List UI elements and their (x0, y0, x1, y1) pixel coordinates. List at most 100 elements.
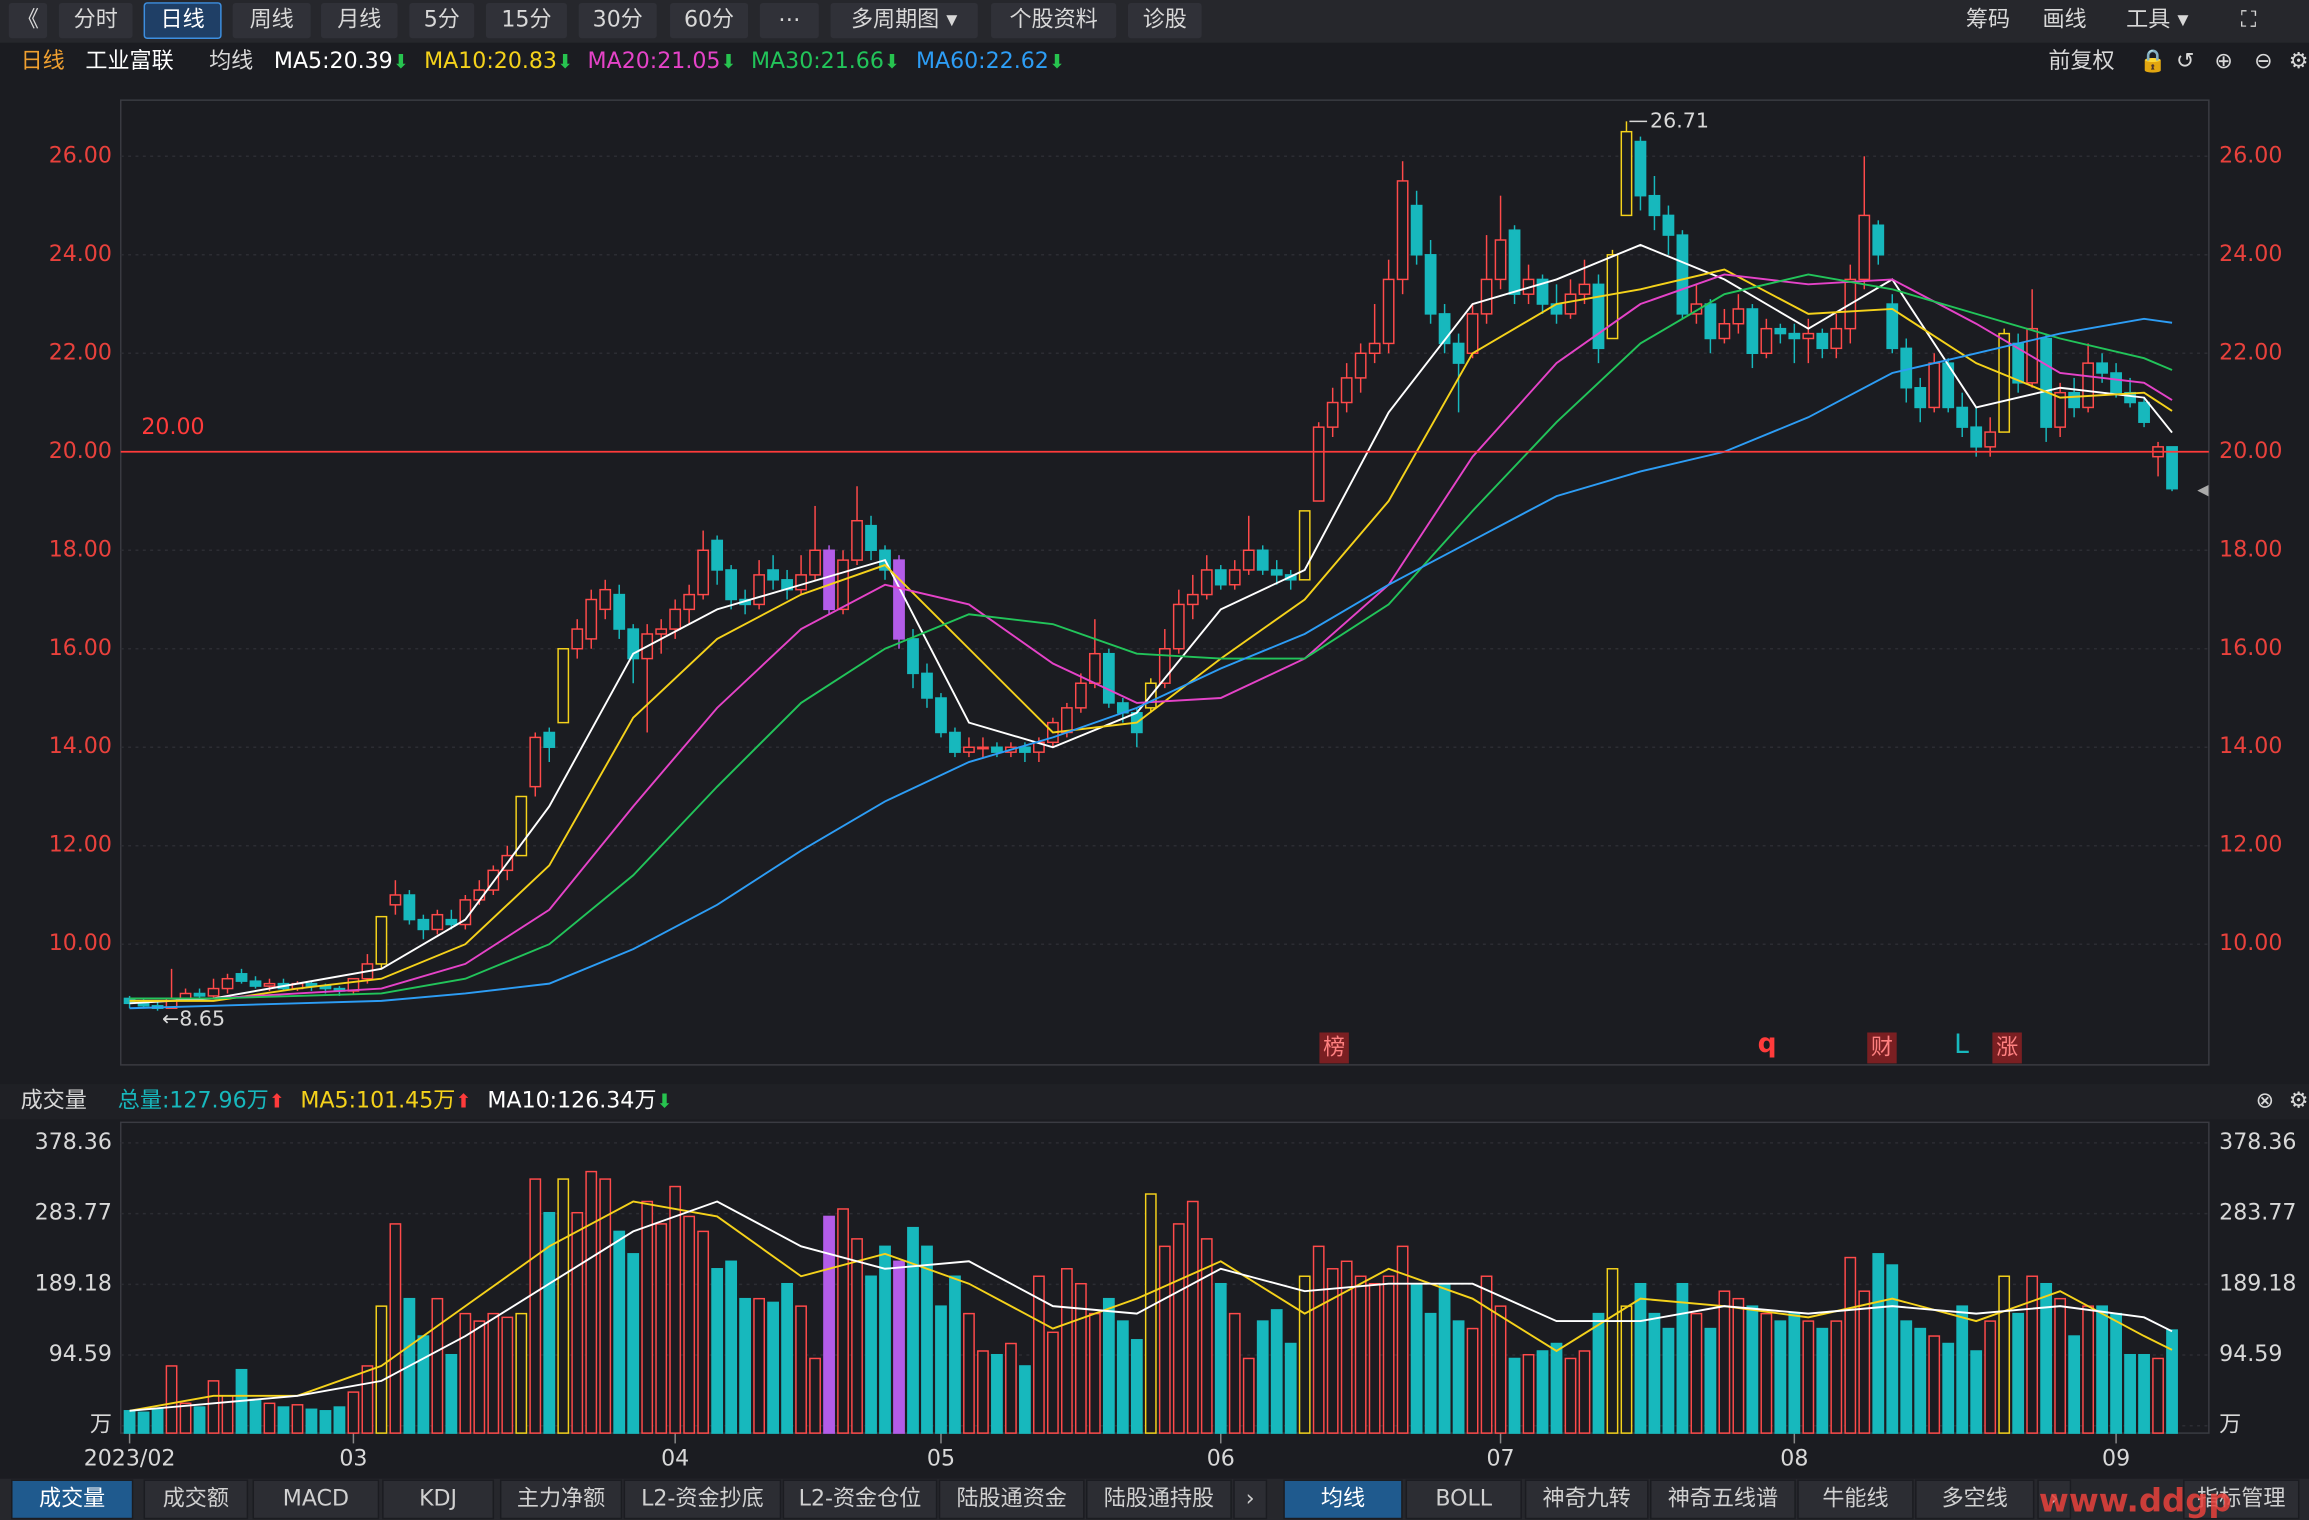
marker[interactable]: L (1954, 1029, 1969, 1060)
candle-body (2166, 446, 2178, 490)
marker[interactable]: 涨 (1996, 1035, 2018, 1061)
volume-bar (2040, 1282, 2053, 1434)
candle-body (1578, 283, 1591, 295)
tab[interactable]: KDJ (419, 1485, 457, 1511)
tab[interactable]: L2-资金抄底 (641, 1485, 764, 1511)
volume-bar (2138, 1353, 2150, 1434)
tab[interactable]: › (1246, 1485, 1255, 1511)
candle-body (893, 559, 905, 640)
toolbar-button[interactable]: 《 (17, 7, 39, 33)
toolbar-button[interactable]: ⋯ (778, 7, 800, 33)
tab[interactable]: 均线 (1321, 1485, 1365, 1511)
tab[interactable]: 神奇九转 (1543, 1485, 1631, 1511)
volume-bar (1172, 1223, 1185, 1434)
toolbar-button[interactable]: 60分 (684, 7, 734, 33)
y-tick-label: 22.00 (49, 339, 112, 365)
x-tick-label: 07 (1487, 1446, 1515, 1472)
volume-bar (613, 1230, 626, 1434)
tab-bg (143, 1479, 249, 1520)
tab[interactable]: 多空线 (1942, 1485, 2008, 1511)
volume-bar (375, 1305, 388, 1434)
tab[interactable]: 牛能线 (1822, 1485, 1888, 1511)
volume-bar (1438, 1282, 1451, 1434)
min-label: ←8.65 (162, 1007, 225, 1031)
ma-line (129, 273, 2173, 1000)
toolbar-button[interactable]: 日线 (161, 7, 205, 33)
volume-bar (333, 1406, 346, 1434)
volume-bar (417, 1335, 430, 1434)
adjust-mode[interactable]: 前复权 (2048, 48, 2114, 74)
toolbar-button[interactable]: 画线 (2042, 7, 2086, 33)
candle-body (1102, 652, 1115, 704)
marker[interactable]: 财 (1871, 1035, 1893, 1061)
tab[interactable]: 神奇五线谱 (1668, 1485, 1778, 1511)
icon-settings[interactable]: ⚙ (2289, 1088, 2309, 1114)
tab[interactable]: 指标管理 (2197, 1485, 2285, 1511)
volume-bar (991, 1353, 1003, 1434)
tab[interactable]: 陆股通持股 (1104, 1485, 1214, 1511)
icon-lock[interactable]: 🔒 (2139, 48, 2166, 74)
candle-body (1298, 510, 1311, 581)
candle-body (963, 746, 975, 753)
toolbar-button[interactable]: 个股资料 (1009, 7, 1097, 33)
icon-add[interactable]: ⊕ (2214, 48, 2232, 74)
toolbar-button[interactable]: 5分 (424, 7, 460, 33)
tab[interactable]: L2-资金仓位 (799, 1485, 922, 1511)
tab[interactable]: BOLL (1435, 1485, 1492, 1511)
toolbar-button-bg (8, 2, 48, 39)
stock-name[interactable]: 工业富联 (85, 48, 173, 74)
toolbar-button[interactable]: 多周期图 ▾ (851, 7, 958, 33)
candle-body (1480, 278, 1493, 315)
tab[interactable]: 主力净额 (517, 1485, 605, 1511)
marker[interactable]: q (1758, 1028, 1777, 1059)
tab[interactable]: 成交额 (163, 1485, 229, 1511)
candle-body (1816, 332, 1829, 350)
volume-bar (1270, 1309, 1283, 1434)
toolbar-button[interactable]: 筹码 (1966, 7, 2010, 33)
toolbar-button-bg (578, 2, 657, 39)
candle-body (1606, 254, 1619, 340)
toolbar-button[interactable]: 诊股 (1143, 7, 1187, 33)
candle-body (585, 598, 598, 640)
x-tick-label: 08 (1780, 1446, 1808, 1472)
legend-trend: ⬇ (884, 49, 900, 72)
toolbar-button[interactable]: 15分 (501, 7, 551, 33)
volume-bar (1830, 1320, 1843, 1434)
candle-body (1438, 313, 1451, 345)
y-tick-label: 18.00 (49, 536, 112, 562)
volume-bar (1522, 1353, 1535, 1434)
tab[interactable]: 陆股通资金 (956, 1485, 1066, 1511)
candle-body (1704, 303, 1717, 340)
candle-body (837, 559, 849, 611)
legend-label: 总量:127.96万 (118, 1088, 269, 1114)
toolbar-button[interactable]: 分时 (74, 7, 118, 33)
max-label: 26.71 (1650, 108, 1709, 132)
marker[interactable]: 榜 (1323, 1035, 1345, 1061)
toolbar-button[interactable]: 工具 ▾ (2126, 7, 2189, 33)
volume-bar (1942, 1342, 1955, 1434)
candle-body (1494, 239, 1507, 281)
toolbar-button[interactable]: 周线 (250, 7, 294, 33)
icon-close[interactable]: ⊗ (2256, 1088, 2274, 1114)
candle-body (2110, 372, 2122, 394)
tab[interactable]: 成交量 (39, 1485, 105, 1511)
y-tick-label: 万 (90, 1412, 112, 1438)
tab[interactable]: MACD (283, 1485, 349, 1511)
marker-bg (1319, 1032, 1349, 1064)
icon-undo[interactable]: ↺ (2176, 48, 2194, 74)
candle-body (1270, 569, 1283, 576)
candle-body (1019, 746, 1031, 753)
tab-bg (1405, 1479, 1522, 1520)
ma-line (129, 268, 2173, 1002)
toolbar-button-bg (321, 2, 398, 39)
toolbar-button[interactable]: 月线 (337, 7, 381, 33)
candle-body (1858, 214, 1871, 281)
tab[interactable]: › (2050, 1485, 2059, 1511)
toolbar-button[interactable]: 30分 (593, 7, 643, 33)
volume-bar (1690, 1312, 1703, 1434)
icon-remove[interactable]: ⊖ (2254, 48, 2272, 74)
legend-trend: ⬆ (269, 1089, 285, 1112)
toolbar-button[interactable]: ⛶ (2241, 7, 2257, 33)
volume-bar (1102, 1297, 1115, 1434)
icon-settings[interactable]: ⚙ (2289, 48, 2309, 74)
